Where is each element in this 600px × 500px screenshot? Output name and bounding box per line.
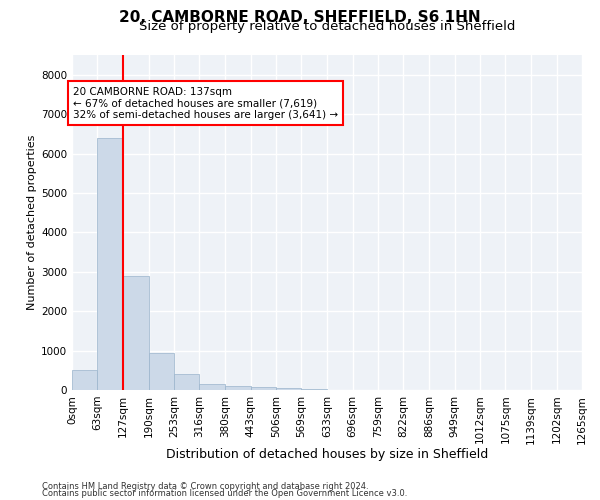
Bar — [251, 387, 276, 390]
Text: 20, CAMBORNE ROAD, SHEFFIELD, S6 1HN: 20, CAMBORNE ROAD, SHEFFIELD, S6 1HN — [119, 10, 481, 25]
X-axis label: Distribution of detached houses by size in Sheffield: Distribution of detached houses by size … — [166, 448, 488, 461]
Y-axis label: Number of detached properties: Number of detached properties — [27, 135, 37, 310]
Text: Contains public sector information licensed under the Open Government Licence v3: Contains public sector information licen… — [42, 490, 407, 498]
Bar — [149, 352, 174, 390]
Text: Contains HM Land Registry data © Crown copyright and database right 2024.: Contains HM Land Registry data © Crown c… — [42, 482, 368, 491]
Bar — [72, 370, 97, 390]
Title: Size of property relative to detached houses in Sheffield: Size of property relative to detached ho… — [139, 20, 515, 33]
Bar — [174, 374, 199, 390]
Bar — [199, 384, 225, 390]
Bar — [97, 138, 123, 390]
Bar — [301, 389, 327, 390]
Bar — [225, 386, 251, 390]
Text: 20 CAMBORNE ROAD: 137sqm
← 67% of detached houses are smaller (7,619)
32% of sem: 20 CAMBORNE ROAD: 137sqm ← 67% of detach… — [73, 86, 338, 120]
Bar — [123, 276, 149, 390]
Bar — [276, 388, 301, 390]
